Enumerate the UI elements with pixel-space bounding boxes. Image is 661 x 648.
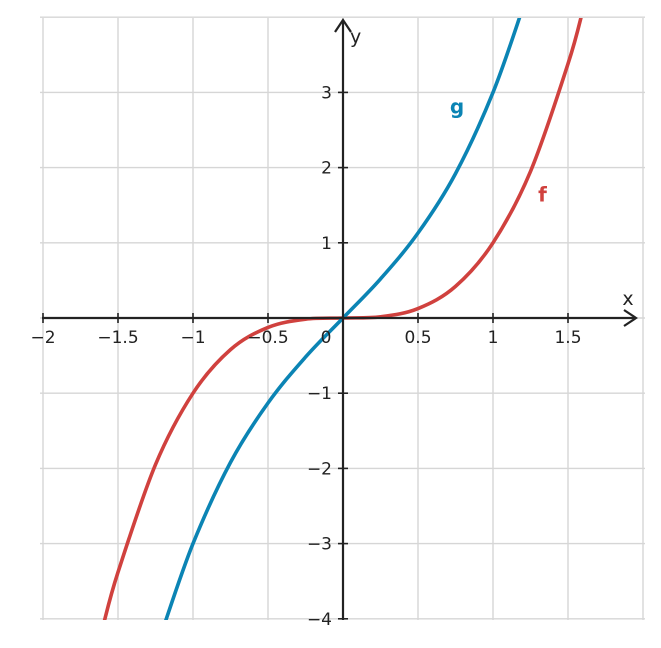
y-axis-arrow bbox=[334, 18, 352, 33]
x-tick-label: −0.5 bbox=[247, 328, 288, 348]
x-tick-label: −2 bbox=[30, 328, 55, 348]
x-tick-label: 1.5 bbox=[554, 328, 581, 348]
axes bbox=[42, 18, 638, 620]
x-tick-label: −1.5 bbox=[97, 328, 138, 348]
y-tick-label: −4 bbox=[307, 610, 332, 630]
x-tick-label: 0 bbox=[321, 328, 332, 348]
x-axis-arrow bbox=[623, 309, 638, 327]
x-axis-label: x bbox=[622, 288, 633, 310]
ticks: −2 −1.5 −1 −0.5 0 0.5 1 1.5 −4 −3 −2 −1 1 2 3 bbox=[30, 83, 581, 629]
y-tick-label: −1 bbox=[307, 384, 332, 404]
series-label-g: g bbox=[450, 94, 464, 118]
y-axis-label: y bbox=[350, 26, 361, 48]
y-tick-label: 1 bbox=[321, 234, 332, 254]
x-tick-label: −1 bbox=[180, 328, 205, 348]
y-tick-label: 2 bbox=[321, 159, 332, 179]
y-tick-label: −3 bbox=[307, 535, 332, 555]
x-tick-label: 1 bbox=[488, 328, 499, 348]
x-tick-label: 0.5 bbox=[404, 328, 431, 348]
y-tick-label: −2 bbox=[307, 459, 332, 479]
series-label-f: f bbox=[538, 182, 547, 206]
y-tick-label: 3 bbox=[321, 83, 332, 103]
